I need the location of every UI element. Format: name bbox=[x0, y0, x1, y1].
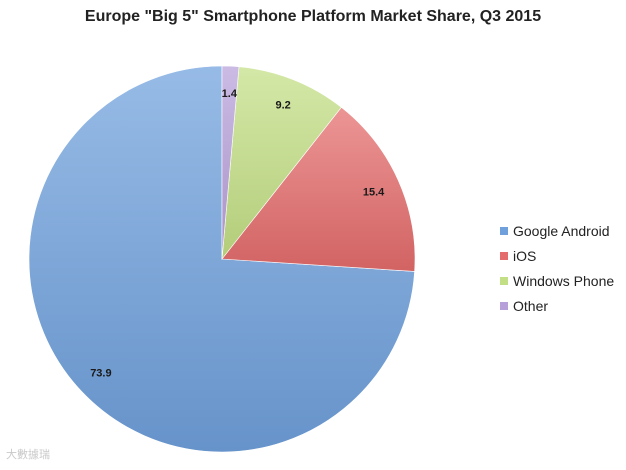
legend-swatch bbox=[500, 276, 508, 285]
slice-label-windows-phone: 9.2 bbox=[276, 100, 291, 112]
legend-label: iOS bbox=[513, 247, 537, 264]
chart-title: Europe "Big 5" Smartphone Platform Marke… bbox=[84, 8, 542, 25]
legend-item-windows-phone: Windows Phone bbox=[500, 268, 614, 293]
pie-slices bbox=[28, 65, 416, 453]
pie-slice-ios bbox=[221, 106, 416, 272]
legend-label: Other bbox=[513, 297, 549, 314]
legend-swatch bbox=[500, 226, 508, 235]
pie-slice-other bbox=[221, 65, 240, 260]
legend-item-google-android: Google Android bbox=[500, 218, 614, 243]
slice-label-ios: 15.4 bbox=[363, 186, 385, 198]
legend-label: Windows Phone bbox=[513, 272, 615, 289]
pie-labels: 73.9 15.4 9.2 1.4 bbox=[90, 88, 385, 379]
pie-slice-windows-phone bbox=[221, 66, 342, 260]
legend-swatch bbox=[500, 251, 508, 260]
legend-item-other: Other bbox=[500, 293, 614, 318]
legend: Google Android iOS Windows Phone Other bbox=[500, 218, 614, 318]
legend-item-ios: iOS bbox=[500, 243, 614, 268]
legend-swatch bbox=[500, 301, 508, 310]
slice-label-google-android: 73.9 bbox=[90, 368, 111, 380]
legend-label: Google Android bbox=[513, 222, 610, 239]
slice-label-other: 1.4 bbox=[222, 88, 238, 100]
watermark: 大數據瑞 bbox=[6, 449, 50, 461]
